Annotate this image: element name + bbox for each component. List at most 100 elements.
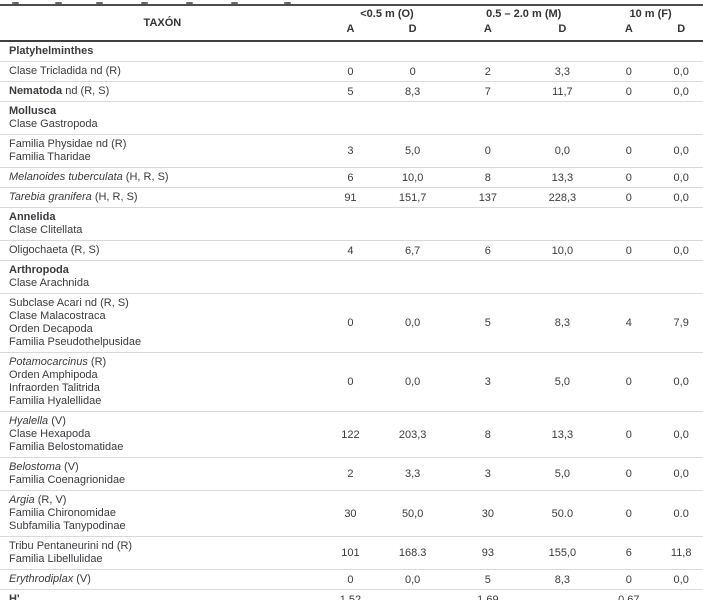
depth-group-header-o: <0.5 m (O): [360, 8, 414, 20]
table-body: Platyhelminthes Clase Tricladida nd (R) 0 0…: [0, 41, 703, 600]
taxon-label-cell: Tarebia granifera (H, R, S): [0, 188, 325, 208]
value-cell: [659, 102, 703, 135]
value-cell: [659, 590, 703, 600]
taxon-label-line: Arthropoda: [9, 264, 69, 276]
value-cell: 0,0: [673, 573, 689, 586]
taxon-label-cell: Clase Tricladida nd (R): [0, 62, 325, 82]
value-cell: 0: [625, 65, 632, 78]
value-cell: [376, 102, 449, 135]
taxon-row: Clase Tricladida nd (R) 0 0 2 3,3 0 0,0: [0, 62, 703, 82]
taxon-label-line: Annelida: [9, 211, 56, 223]
value-cell: 30: [344, 507, 357, 520]
taxon-row: Belostoma (V) Familia Coenagrionidae 2 3,3 3…: [0, 458, 703, 491]
value-cell: 91: [344, 191, 357, 204]
subcol-header-a1: A: [346, 23, 355, 35]
taxon-label-line: Hyalella (V): [9, 415, 66, 427]
subcol-header-d2: D: [558, 23, 567, 35]
value-cell: 0: [625, 171, 632, 184]
taxon-label-line: Erythrodiplax (V): [9, 573, 91, 585]
taxon-label-line: Orden Decapoda: [9, 323, 93, 335]
taxon-label-cell: Erythrodiplax (V): [0, 570, 325, 590]
value-cell: 6,7: [405, 244, 421, 257]
value-cell: 5,0: [554, 468, 571, 480]
taxon-column-header: TAXÓN: [143, 17, 182, 29]
taxon-label-line: Familia Coenagrionidae: [9, 474, 126, 486]
taxon-row: Erythrodiplax (V) 0 0,0 5 8,3 0 0,0: [0, 570, 703, 590]
value-cell: 0: [625, 244, 632, 257]
value-cell: 0,67: [618, 593, 640, 600]
taxon-label-line: Subclase Acari nd (R, S): [9, 297, 129, 309]
taxon-row: Melanoides tuberculata (H, R, S) 6 10,0 8 13…: [0, 168, 703, 188]
value-cell: 50,0: [401, 507, 424, 520]
taxon-label-cell: Platyhelminthes: [0, 41, 325, 62]
value-cell: 0,0: [405, 317, 421, 329]
value-cell: [325, 102, 376, 135]
depth-group-header-f: 10 m (F): [629, 8, 672, 20]
value-cell: 6: [484, 244, 491, 257]
value-cell: [449, 41, 526, 62]
value-cell: 122: [341, 428, 360, 441]
value-cell: [598, 41, 659, 62]
value-cell: [598, 261, 659, 294]
value-cell: [659, 208, 703, 241]
value-cell: 0: [625, 145, 632, 157]
taxon-row: Familia Physidae nd (R) Familia Tharidae 3…: [0, 135, 703, 168]
taxon-label-line: Clase Gastropoda: [9, 118, 98, 130]
value-cell: 137: [478, 191, 498, 204]
taxon-label-line: Clase Tricladida nd (R): [9, 65, 121, 77]
value-cell: 0: [625, 573, 632, 586]
value-cell: [449, 208, 526, 241]
taxon-label-line: H': [9, 593, 20, 600]
taxon-label-line: Familia Libellulidae: [9, 553, 103, 565]
value-cell: 0.0: [673, 507, 689, 520]
value-cell: 4: [625, 317, 632, 329]
taxon-row: Annelida Clase Clitellata: [0, 208, 703, 241]
taxon-label-cell: Belostoma (V) Familia Coenagrionidae: [0, 458, 325, 491]
taxon-label-line: Belostoma (V): [9, 461, 79, 473]
subcolumn-header-row: A D A D A D: [0, 22, 703, 41]
value-cell: 0: [347, 65, 354, 78]
value-cell: 0,0: [554, 145, 571, 157]
value-cell: 0: [625, 428, 632, 441]
taxon-label-line: Familia Tharidae: [9, 151, 91, 163]
value-cell: 3: [484, 376, 491, 388]
taxon-label-line: Oligochaeta (R, S): [9, 244, 100, 256]
value-cell: 228,3: [548, 191, 577, 204]
taxon-label-cell: Annelida Clase Clitellata: [0, 208, 325, 241]
subcol-header-a3: A: [624, 23, 633, 35]
value-cell: 4: [347, 244, 354, 257]
taxon-row: Argia (R, V) Familia Chironomidae Subfamil…: [0, 491, 703, 537]
taxon-label-cell: Hyalella (V) Clase Hexapoda Familia Belost…: [0, 412, 325, 458]
taxon-label-cell: Arthropoda Clase Arachnida: [0, 261, 325, 294]
value-cell: 6: [625, 547, 632, 559]
value-cell: [376, 41, 449, 62]
value-cell: 5: [484, 317, 491, 329]
value-cell: 13,3: [551, 171, 574, 184]
value-cell: [598, 208, 659, 241]
value-cell: [376, 208, 449, 241]
taxon-label-line: Melanoides tuberculata (H, R, S): [9, 171, 169, 183]
value-cell: 11,8: [670, 547, 692, 559]
taxon-label-line: Mollusca: [9, 105, 57, 117]
taxon-label-line: Infraorden Talitrida: [9, 382, 100, 394]
taxon-label-line: Potamocarcinus (R): [9, 356, 107, 368]
value-cell: [325, 261, 376, 294]
value-cell: 6: [347, 171, 354, 184]
taxon-label-line: Clase Clitellata: [9, 224, 83, 236]
value-cell: 155,0: [548, 547, 577, 559]
value-cell: [527, 261, 599, 294]
value-cell: [527, 102, 599, 135]
value-cell: 0: [347, 573, 354, 586]
taxon-label-line: Argia (R, V): [9, 494, 67, 506]
taxon-label-line: Orden Amphipoda: [9, 369, 98, 381]
value-cell: 13,3: [551, 428, 574, 441]
taxon-label-line: Tarebia granifera (H, R, S): [9, 191, 138, 203]
value-cell: 2: [484, 65, 491, 78]
value-cell: 5: [484, 573, 491, 586]
value-cell: [527, 590, 599, 600]
value-cell: 151,7: [398, 191, 427, 204]
taxon-label-line: Clase Malacostraca: [9, 310, 106, 322]
value-cell: 0,0: [673, 428, 689, 441]
table-header: TAXÓN <0.5 m (O) 0.5 – 2.0 m (M) 10 m (F…: [0, 5, 703, 41]
